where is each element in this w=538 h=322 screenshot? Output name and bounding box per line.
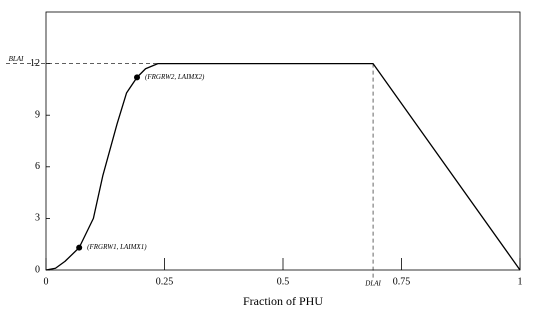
line-series [45,62,521,271]
plot-frame [45,11,521,271]
x-tick-label: 0 [44,276,49,287]
annotation: BLAI [9,55,24,63]
x-tick-label: 0.5 [277,276,290,287]
point-marker [134,74,141,81]
point-marker [76,244,83,251]
x-tick-label: 1 [518,276,523,287]
x-axis-label: Fraction of PHU [243,294,323,308]
y-tick-label: 6 [35,161,40,172]
x-tick-label: 0.25 [156,276,174,287]
point-label: (FRGRW2, LAIMX2) [145,73,205,81]
point-label: (FRGRW1, LAIMX1) [87,243,147,251]
y-tick-label: 9 [35,109,40,120]
x-tick-label: 0.75 [393,276,411,287]
y-tick-label: 3 [35,213,40,224]
y-tick-label: 0 [35,264,40,275]
annotation: DLAI [364,280,381,288]
